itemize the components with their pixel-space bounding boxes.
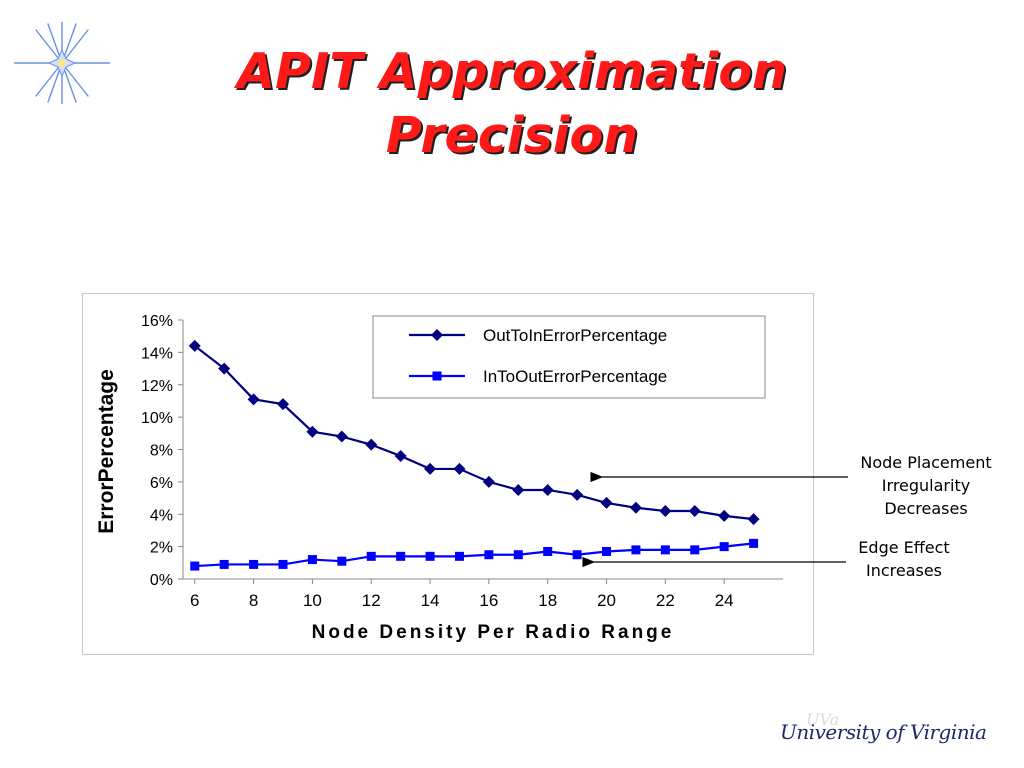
data-point <box>571 488 584 501</box>
page-title: APIT Approximation Precision <box>150 40 874 168</box>
legend-marker <box>432 371 442 381</box>
x-tick-label: 8 <box>249 591 258 610</box>
data-point <box>396 551 406 561</box>
x-tick-label: 24 <box>715 591 734 610</box>
data-point <box>629 501 642 514</box>
chart-series <box>188 339 760 571</box>
legend-label: InToOutErrorPercentage <box>483 367 667 386</box>
data-point <box>335 430 348 443</box>
y-axis-title: ErrorPercentage <box>95 369 118 534</box>
chart-legend: OutToInErrorPercentage InToOutErrorPercen… <box>372 315 766 399</box>
y-tick-label: 0% <box>150 572 173 589</box>
data-point <box>306 425 319 438</box>
data-point <box>337 556 347 566</box>
data-point <box>513 550 523 560</box>
legend-label: OutToInErrorPercentage <box>483 326 667 345</box>
x-tick-label: 6 <box>190 591 199 610</box>
data-point <box>366 551 376 561</box>
x-tick-label: 12 <box>362 591 381 610</box>
x-tick-label: 22 <box>656 591 675 610</box>
data-point <box>247 393 260 406</box>
data-point <box>425 551 435 561</box>
annotation-line: Decreases <box>884 499 968 518</box>
annotation-line: Node Placement <box>860 453 992 472</box>
y-tick-label: 4% <box>150 507 173 524</box>
data-point <box>188 339 201 352</box>
data-point <box>219 559 229 569</box>
annotation-node-placement: Node Placement Irregularity Decreases <box>838 451 1014 520</box>
y-tick-label: 8% <box>150 443 173 460</box>
data-point <box>688 505 701 518</box>
data-point <box>690 545 700 555</box>
logo-watermark: UVa <box>806 710 840 729</box>
star-icon <box>14 22 110 104</box>
data-point <box>277 398 289 411</box>
data-point <box>249 559 259 569</box>
x-tick-label: 10 <box>303 591 322 610</box>
data-point <box>453 462 466 475</box>
y-tick-label: 12% <box>141 378 173 395</box>
university-logo: University of Virginia <box>780 720 987 744</box>
chart-frame: 0% 2% 4% 6% 8% 10% 12% 14% 16% 6 8 10 12 14 16 18 20 22 24… <box>82 293 814 655</box>
data-point <box>572 550 582 560</box>
y-tick-label: 6% <box>150 475 173 492</box>
data-point <box>600 496 613 509</box>
data-point <box>365 438 378 451</box>
data-point <box>749 538 759 548</box>
data-point <box>218 362 231 375</box>
chart-axes: 0% 2% 4% 6% 8% 10% 12% 14% 16% 6 8 10 12 14 16 18 20 22 24… <box>95 313 783 643</box>
annotation-line: Irregularity <box>881 476 971 495</box>
legend-marker <box>431 329 443 341</box>
annotation-line: Edge Effect <box>858 538 950 557</box>
data-point <box>602 546 612 556</box>
x-tick-label: 14 <box>421 591 440 610</box>
x-tick-label: 16 <box>479 591 498 610</box>
y-tick-label: 14% <box>141 345 173 362</box>
data-point <box>484 550 494 560</box>
data-point <box>482 475 495 488</box>
legend-box <box>372 315 766 399</box>
data-point <box>394 449 407 462</box>
data-point <box>307 555 317 565</box>
annotation-line: Increases <box>865 561 943 580</box>
data-point <box>659 505 672 518</box>
data-point <box>424 462 437 475</box>
x-axis-title: Node Density Per Radio Range <box>312 622 675 643</box>
data-point <box>541 483 554 496</box>
title-line-1: APIT Approximation <box>237 43 787 100</box>
y-tick-label: 10% <box>141 410 173 427</box>
data-point <box>718 509 731 522</box>
data-point <box>660 545 670 555</box>
data-point <box>454 551 464 561</box>
data-point <box>512 483 525 496</box>
data-point <box>278 559 288 569</box>
x-tick-label: 18 <box>538 591 557 610</box>
data-point <box>631 545 641 555</box>
y-tick-label: 16% <box>141 313 173 330</box>
line-chart: 0% 2% 4% 6% 8% 10% 12% 14% 16% 6 8 10 12 14 16 18 20 22 24… <box>95 313 783 643</box>
series-line <box>194 542 754 568</box>
data-point <box>190 561 200 571</box>
data-point <box>543 546 553 556</box>
annotation-edge-effect: Edge Effect Increases <box>830 536 978 582</box>
title-line-2: Precision <box>385 107 639 164</box>
y-tick-label: 2% <box>150 540 173 557</box>
data-point <box>719 542 729 552</box>
data-point <box>747 513 760 526</box>
x-tick-label: 20 <box>597 591 616 610</box>
